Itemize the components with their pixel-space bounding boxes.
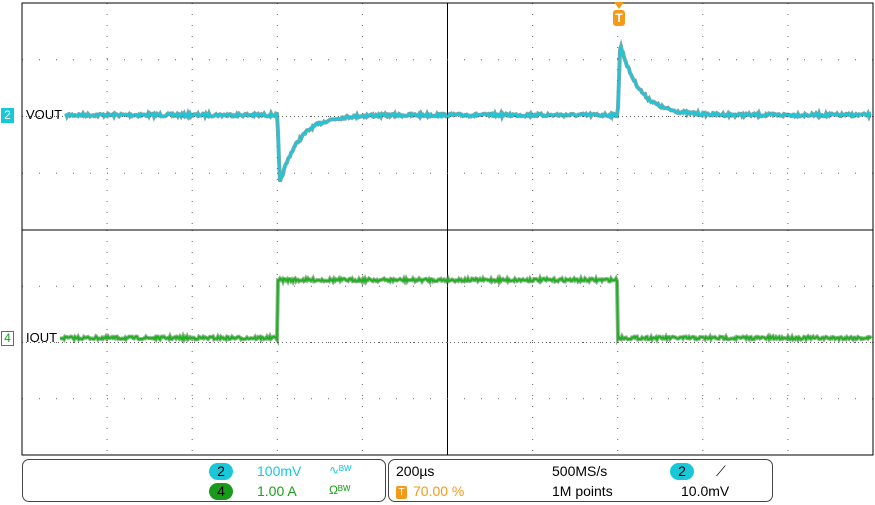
trigger-icon: T bbox=[396, 486, 407, 499]
iout-trace-envelope bbox=[59, 273, 873, 347]
waveform-display bbox=[21, 2, 874, 456]
trigger-arrow-icon bbox=[614, 2, 624, 9]
channel-4-marker[interactable]: 4 bbox=[1, 331, 14, 346]
channel-settings-panel[interactable]: 2 100mV ∿ᴮᵂ 4 1.00 A Ωᴮᵂ bbox=[22, 459, 386, 502]
timebase-trigger-panel[interactable]: 200µs 500MS/s 2 ⟋ T 70.00 % 1M points 10… bbox=[388, 459, 773, 502]
sample-rate: 500MS/s bbox=[552, 463, 608, 479]
trigger-position: 70.00 % bbox=[413, 483, 465, 499]
trigger-source-badge[interactable]: 2 bbox=[670, 463, 694, 480]
channel-2-marker[interactable]: 2 bbox=[1, 108, 14, 123]
channel-2-scale: 100mV bbox=[257, 463, 302, 479]
time-per-div: 200µs bbox=[396, 463, 435, 479]
graticule-border bbox=[21, 229, 874, 456]
trigger-position-marker: T bbox=[613, 10, 625, 26]
channel-4-scale: 1.00 A bbox=[257, 483, 297, 499]
channel-2-badge[interactable]: 2 bbox=[209, 463, 233, 480]
record-length: 1M points bbox=[552, 483, 613, 499]
vout-trace bbox=[65, 42, 871, 182]
ohm-bw-icon: Ωᴮᵂ bbox=[329, 483, 351, 497]
iout-trace bbox=[59, 275, 872, 343]
rising-edge-icon: ⟋ bbox=[716, 463, 726, 479]
trigger-level: 10.0mV bbox=[681, 483, 730, 499]
channel-4-badge[interactable]: 4 bbox=[209, 483, 233, 500]
ac-bw-icon: ∿ᴮᵂ bbox=[329, 463, 352, 477]
vout-label: VOUT bbox=[26, 107, 63, 122]
iout-label: IOUT bbox=[26, 330, 58, 345]
